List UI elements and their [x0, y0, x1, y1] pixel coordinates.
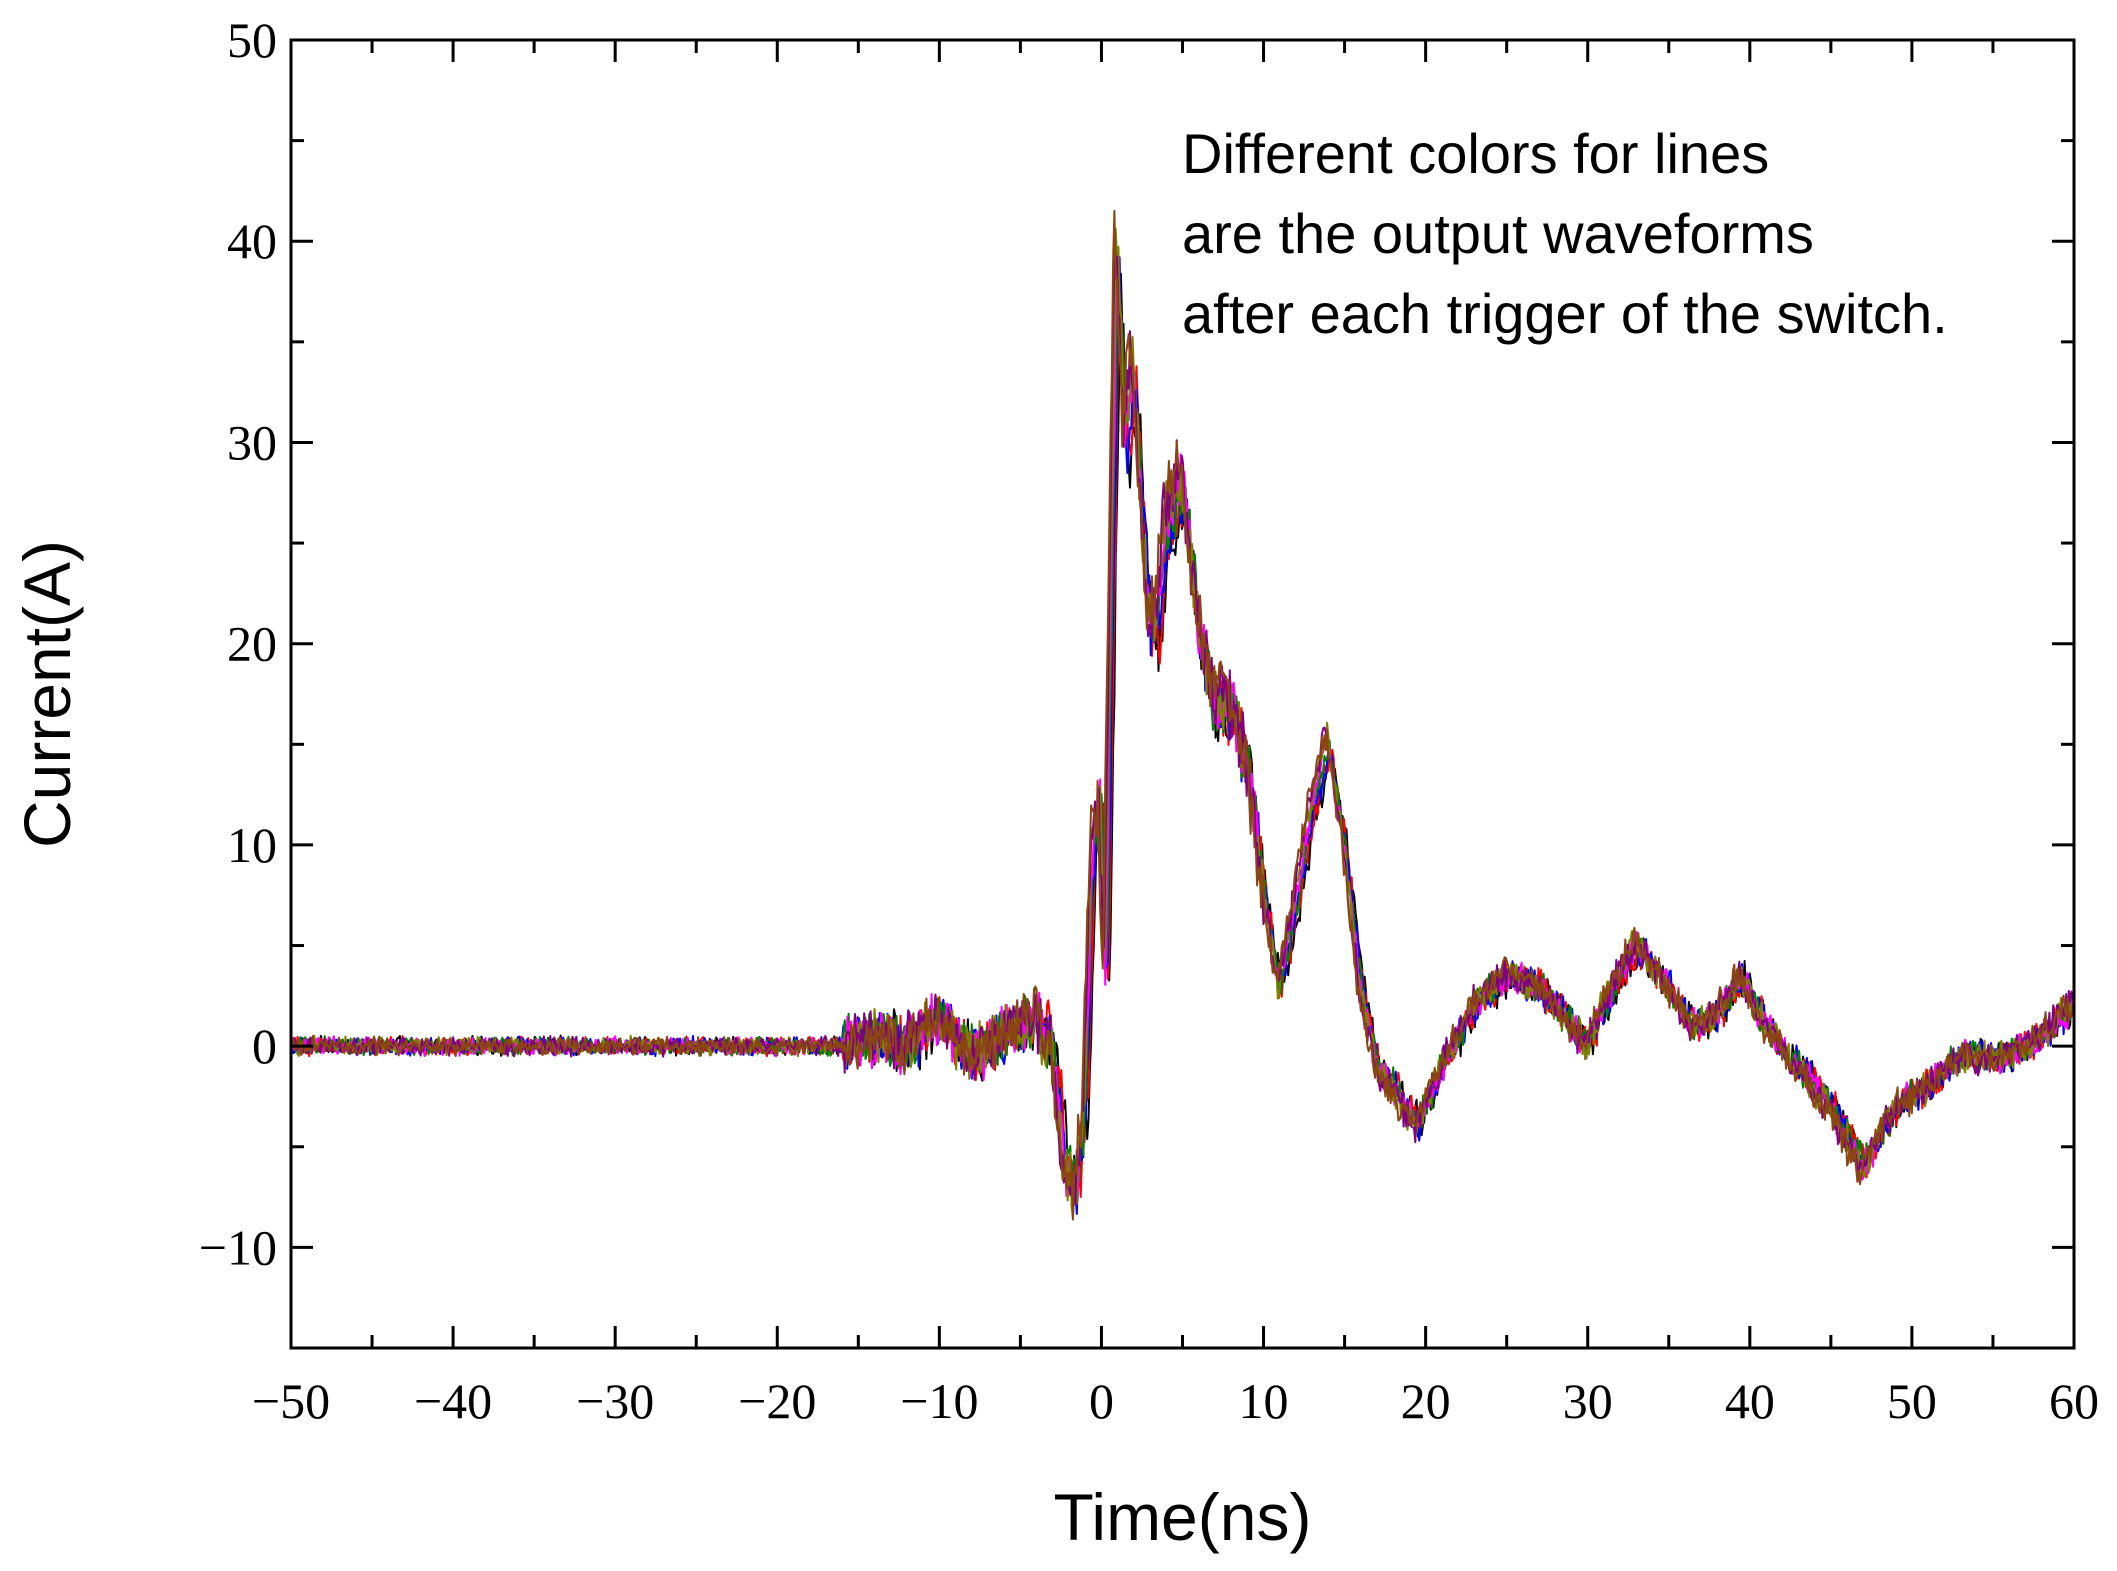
x-tick-label: −20 [738, 1373, 816, 1429]
y-tick-label: 0 [252, 1018, 277, 1074]
annotation-line-3: after each trigger of the switch. [1182, 282, 1948, 345]
y-tick-label: 30 [227, 414, 277, 470]
x-tick-label: −40 [414, 1373, 492, 1429]
annotation-line-1: Different colors for lines [1182, 122, 1769, 185]
x-tick-label: 20 [1401, 1373, 1451, 1429]
annotation-line-2: are the output waveforms [1182, 202, 1814, 265]
x-tick-label: 40 [1725, 1373, 1775, 1429]
x-tick-labels: −50 −40 −30 −20 −10 0 10 20 30 40 50 60 [252, 1373, 2099, 1429]
x-tick-label: 10 [1239, 1373, 1289, 1429]
waveform-traces [290, 209, 2075, 1221]
x-tick-label: −30 [576, 1373, 654, 1429]
x-tick-label: 60 [2049, 1373, 2099, 1429]
waveform-trace-1 [290, 272, 2075, 1195]
axis-ticks [289, 38, 2076, 1350]
x-tick-label: 30 [1563, 1373, 1613, 1429]
waveform-trace-8 [290, 209, 2075, 1221]
y-tick-label: 40 [227, 213, 277, 269]
x-axis-title: Time(ns) [1054, 1480, 1312, 1554]
y-tick-labels: −10 0 10 20 30 40 50 [199, 12, 277, 1275]
x-tick-label: 0 [1089, 1373, 1114, 1429]
y-tick-label: 20 [227, 616, 277, 672]
y-tick-label: 50 [227, 12, 277, 68]
x-tick-label: −10 [900, 1373, 978, 1429]
y-tick-label: −10 [199, 1219, 277, 1275]
x-tick-label: 50 [1887, 1373, 1937, 1429]
x-tick-label: −50 [252, 1373, 330, 1429]
y-axis-title: Current(A) [10, 540, 84, 848]
annotation-text: Different colors for lines are the outpu… [1182, 122, 1948, 345]
y-tick-label: 10 [227, 817, 277, 873]
